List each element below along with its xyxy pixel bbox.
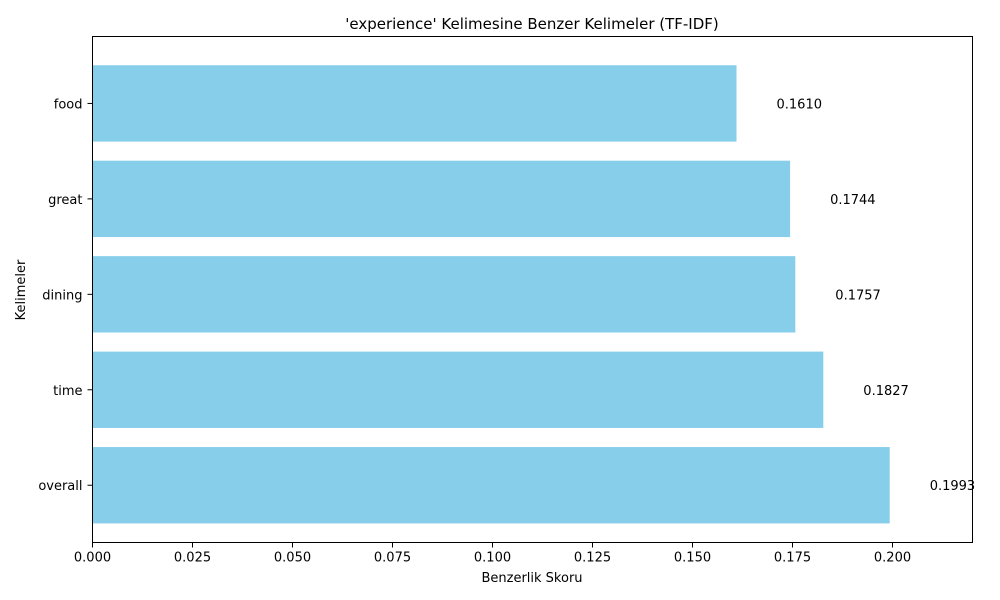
x-tick-label: 0.075 xyxy=(374,551,411,566)
value-label-great: 0.1744 xyxy=(830,193,876,208)
x-tick-label: 0.025 xyxy=(174,551,211,566)
x-tick-label: 0.000 xyxy=(74,551,111,566)
x-tick-label: 0.200 xyxy=(874,551,911,566)
y-axis: overall time dining great food xyxy=(38,97,93,494)
value-label-food: 0.1610 xyxy=(777,97,823,112)
y-tick-label-time: time xyxy=(53,384,82,399)
chart-title: 'experience' Kelimesine Benzer Kelimeler… xyxy=(345,15,719,33)
y-tick-label-dining: dining xyxy=(42,288,82,303)
bar-time xyxy=(92,351,824,428)
bar-great xyxy=(92,160,791,238)
value-label-time: 0.1827 xyxy=(863,384,909,399)
x-tick-label: 0.050 xyxy=(274,551,311,566)
x-axis-label: Benzerlik Skoru xyxy=(481,571,582,586)
y-axis-label: Kelimeler xyxy=(14,259,29,320)
x-tick-label: 0.175 xyxy=(774,551,811,566)
y-tick-label-food: food xyxy=(54,97,83,112)
x-axis: 0.000 0.025 0.050 0.075 0.100 0.125 0.150 0.175… xyxy=(74,542,911,566)
value-label-overall: 0.1993 xyxy=(930,479,976,494)
value-label-dining: 0.1757 xyxy=(835,288,881,303)
x-tick-label: 0.125 xyxy=(574,551,611,566)
x-tick-label: 0.100 xyxy=(474,551,511,566)
bars xyxy=(92,65,890,524)
y-tick-label-overall: overall xyxy=(38,479,82,494)
y-tick-label-great: great xyxy=(48,193,82,208)
bar-overall xyxy=(92,447,890,524)
plot-frame xyxy=(92,36,973,543)
bar-dining xyxy=(92,256,796,333)
bar-food xyxy=(92,65,737,142)
value-labels: 0.1993 0.1827 0.1757 0.1744 0.1610 xyxy=(777,97,976,494)
x-tick-label: 0.150 xyxy=(674,551,711,566)
